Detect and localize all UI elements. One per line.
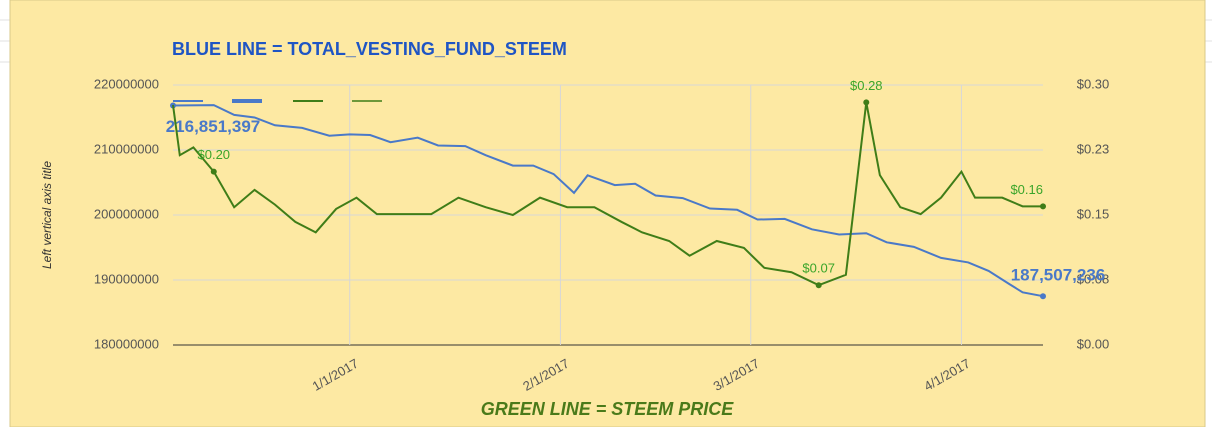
x-axis-title: GREEN LINE = STEEM PRICE (481, 399, 735, 419)
y2-tick-label: $0.08 (1077, 271, 1110, 286)
series-line (172, 102, 1043, 287)
point-marker (863, 99, 870, 106)
y-tick-label: 190000000 (94, 271, 159, 286)
point-marker (1040, 203, 1046, 210)
point-marker (210, 168, 217, 175)
y2-tick-label: $0.00 (1077, 336, 1110, 351)
point-marker (815, 282, 822, 289)
y2-tick-label: $0.30 (1077, 76, 1110, 91)
series-line (172, 104, 1044, 298)
data-label: $0.28 (850, 78, 883, 93)
data-label: $0.07 (802, 261, 835, 276)
y-tick-label: 220000000 (94, 76, 159, 91)
y-tick-label: 200000000 (94, 206, 159, 221)
y-tick-label: 210000000 (94, 141, 159, 156)
chart-title: BLUE LINE = TOTAL_VESTING_FUND_STEEM (172, 39, 567, 59)
y2-tick-label: $0.23 (1077, 141, 1110, 156)
y-axis-title: Left vertical axis title (40, 161, 54, 269)
data-label: $0.20 (198, 147, 231, 162)
y2-tick-label: $0.15 (1077, 206, 1110, 221)
data-label: $0.16 (1010, 182, 1043, 197)
data-label: 187,507,236 (1011, 266, 1106, 285)
y-tick-label: 180000000 (94, 336, 159, 351)
point-marker (1040, 293, 1046, 300)
sheet-grid (0, 19, 1212, 63)
data-label: 216,851,397 (166, 117, 261, 136)
